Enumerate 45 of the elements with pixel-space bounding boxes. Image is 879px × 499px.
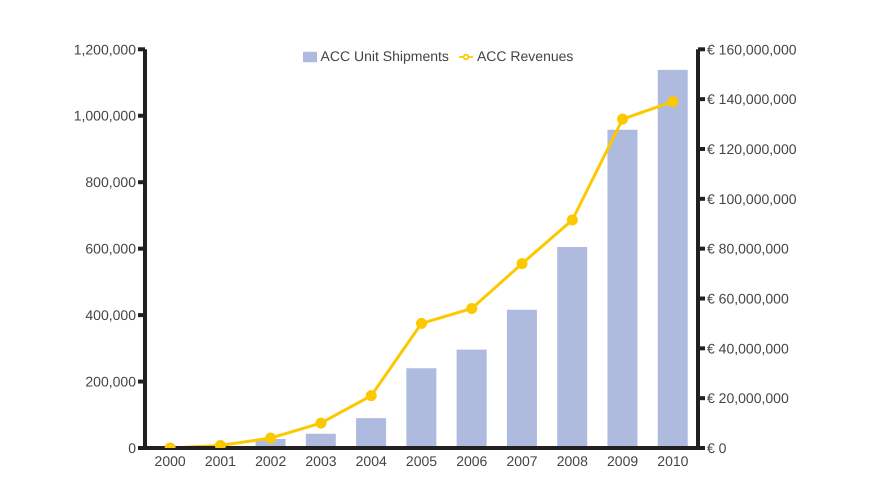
y-tick-label: 1,000,000 [74, 108, 136, 124]
bar [456, 350, 487, 448]
x-tick-label: 2002 [255, 452, 286, 469]
legend-label: ACC Revenues [476, 48, 574, 64]
y-tick-label: 0 [128, 440, 136, 456]
y2-tick-label: € 20,000,000 [707, 390, 789, 406]
y2-tick-label: € 120,000,000 [707, 140, 797, 157]
point [315, 418, 326, 429]
y2-tick-label: € 40,000,000 [707, 340, 789, 356]
x-tick-label: 2007 [506, 452, 538, 469]
point [466, 302, 478, 314]
y2-tick-label: € 60,000,000 [707, 290, 789, 306]
legend-label: ACC Unit Shipments [320, 48, 449, 64]
bar [406, 368, 436, 448]
y-tick-label: 400,000 [85, 307, 136, 324]
x-tick-label: 2005 [406, 452, 438, 469]
bar [356, 418, 386, 448]
y2-tick-label: € 100,000,000 [707, 190, 797, 207]
x-tick-label: 2006 [456, 452, 488, 469]
x-tick-label: 2008 [556, 452, 588, 469]
y2-tick-label: € 0 [707, 440, 727, 456]
point [566, 214, 578, 226]
y-tick-label: 600,000 [85, 240, 136, 257]
bar [607, 130, 638, 448]
y-tick-label: 1,200,000 [74, 41, 136, 58]
x-tick-label: 2009 [607, 452, 638, 469]
x-tick-label: 2010 [657, 452, 689, 469]
x-tick-label: 2003 [305, 452, 337, 469]
point [617, 114, 628, 125]
x-tick-label: 2000 [154, 452, 186, 469]
point [416, 318, 427, 329]
bar [557, 246, 588, 448]
bar [658, 70, 688, 448]
point [366, 390, 377, 402]
point [265, 432, 276, 444]
y2-tick-label: € 140,000,000 [707, 91, 797, 108]
bar [506, 310, 537, 448]
y-tick-label: 800,000 [85, 174, 136, 190]
point [667, 96, 678, 108]
x-tick-label: 2001 [204, 452, 236, 469]
y2-tick-label: € 160,000,000 [707, 41, 797, 58]
y-tick-label: 200,000 [85, 374, 136, 390]
y2-tick-label: € 80,000,000 [707, 240, 789, 257]
point [516, 258, 528, 270]
x-tick-label: 2004 [356, 452, 388, 469]
